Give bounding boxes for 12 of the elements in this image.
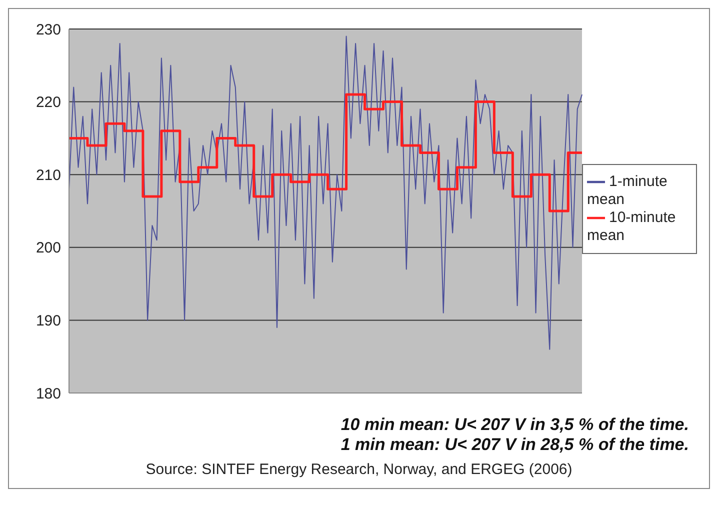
source-note: Source: SINTEF Energy Research, Norway, and ERGEG (2006): [144, 460, 574, 480]
y-tick-label: 210: [36, 166, 61, 184]
line-series: [68, 36, 582, 350]
y-tick-label: 190: [36, 312, 61, 330]
text: 10 min mean: U< 207 V in 3,5 % of the time.: [340, 415, 689, 435]
y-tick-label: 180: [36, 385, 61, 402]
legend-label: 10-minute mean: [587, 209, 676, 244]
y-tick-label: 220: [36, 94, 61, 112]
y-tick-label: 200: [36, 240, 61, 257]
y-tick-label: 230: [36, 21, 61, 38]
legend-label: 1-minute mean: [587, 172, 668, 208]
text: 1 min mean: U< 207 V in 28,5 % of the time.: [340, 435, 689, 455]
